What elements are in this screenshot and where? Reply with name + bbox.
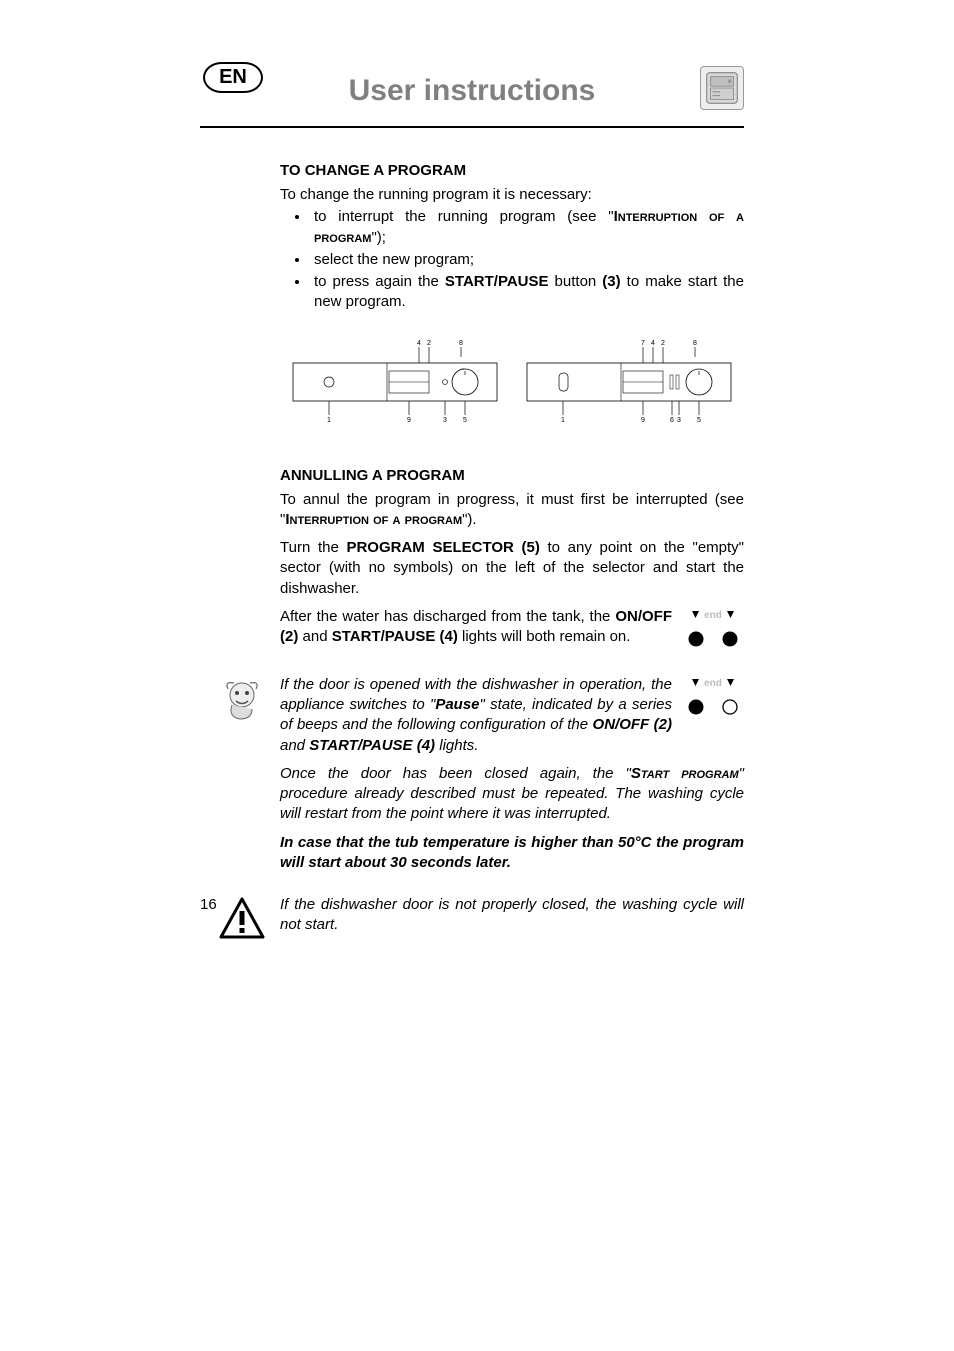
svg-text:2: 2 [427,340,431,347]
panel-diagram-left: 4 2 8 [289,337,501,423]
section-heading-change: TO CHANGE A PROGRAM [280,162,744,179]
svg-text:5: 5 [697,417,701,423]
svg-text:2: 2 [661,340,665,347]
language-code: EN [203,62,263,93]
page-number: 16 [200,896,217,913]
svg-text:3: 3 [443,417,447,423]
annul-p2: Turn the PROGRAM SELECTOR (5) to any poi… [280,538,744,599]
svg-text:4: 4 [651,340,655,347]
note-pause: If the door is opened with the dishwashe… [280,675,744,756]
note-temperature: In case that the tub temperature is high… [280,833,744,874]
content-area: TO CHANGE A PROGRAM To change the runnin… [280,162,744,944]
svg-text:8: 8 [693,340,697,347]
svg-text:end: end [704,678,722,689]
page-title: User instructions [200,68,744,108]
lights-indicator-both-on: end [682,607,744,651]
svg-text:9: 9 [407,417,411,423]
change-intro: To change the running program it is nece… [280,185,744,205]
list-item: select the new program; [310,250,744,270]
note-door-warning: If the dishwasher door is not properly c… [280,895,744,936]
note-restart: Once the door has been closed again, the… [280,764,744,825]
mascot-icon [218,675,266,723]
lights-indicator-one-on: end [682,675,744,719]
change-steps-list: to interrupt the running program (see "I… [310,207,744,312]
warning-icon [218,895,266,943]
svg-text:4: 4 [417,340,421,347]
svg-text:5: 5 [463,417,467,423]
list-item: to interrupt the running program (see "I… [310,207,744,248]
svg-text:3: 3 [677,417,681,423]
svg-text:8: 8 [459,340,463,347]
svg-text:1: 1 [327,417,331,423]
page-header: EN User instructions [200,68,744,128]
language-badge: EN [200,62,266,93]
svg-text:7: 7 [641,340,645,347]
control-panel-diagrams: 4 2 8 [280,337,744,423]
annul-p1: To annul the program in progress, it mus… [280,490,744,531]
annul-p3: After the water has discharged from the … [280,607,744,648]
panel-diagram-right: 7 4 2 8 [523,337,735,423]
svg-text:1: 1 [561,417,565,423]
svg-text:9: 9 [641,417,645,423]
list-item: to press again the START/PAUSE button (3… [310,272,744,313]
svg-text:end: end [704,610,722,621]
section-heading-annul: ANNULLING A PROGRAM [280,467,744,484]
svg-text:6: 6 [670,417,674,423]
dishwasher-icon [700,66,744,110]
